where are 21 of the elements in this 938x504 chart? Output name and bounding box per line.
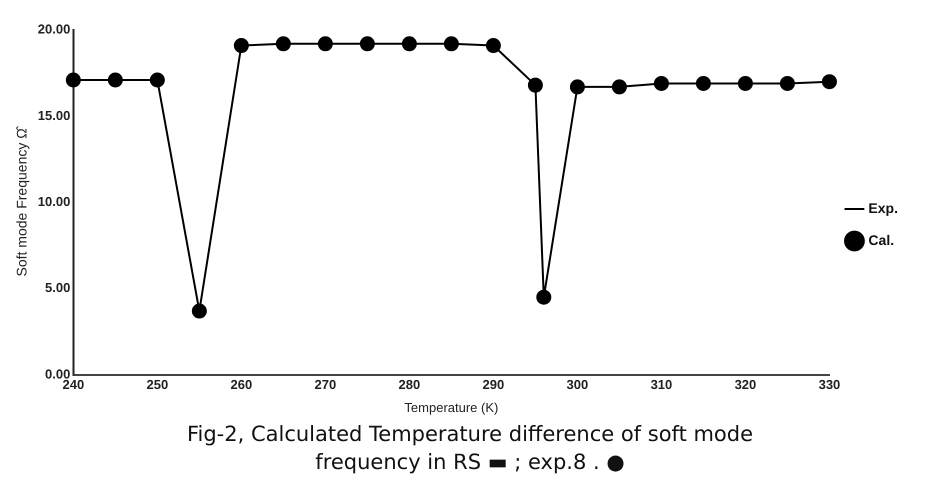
x-tick-label: 300 — [566, 377, 588, 392]
y-tick-label: 10.00 — [38, 194, 70, 209]
x-tick-label: 310 — [650, 377, 672, 392]
x-tick-label: 320 — [734, 377, 756, 392]
text: Fig-2, Calculated Temperature difference of soft mode frequency in RS ▬ ; exp.8 . ● — [186, 421, 754, 476]
x-tick-label: 290 — [482, 377, 504, 392]
point — [66, 72, 81, 88]
legend-label: Cal. — [868, 232, 894, 248]
y-tick-label: 15.00 — [38, 108, 70, 123]
y-tick-label: 5.00 — [45, 280, 70, 296]
point — [822, 74, 837, 90]
legend-label: Exp. — [868, 200, 898, 216]
y-tick-label: 20.00 — [38, 22, 70, 37]
y-axis-title: Soft mode Frequency Ω̂ — [13, 125, 30, 276]
x-axis-title: Temperature (K) — [404, 400, 498, 415]
x-tick-label: 250 — [146, 377, 168, 392]
x-tick-label: 270 — [314, 377, 336, 392]
x-tick-label: 280 — [398, 377, 420, 392]
x-tick-label: 330 — [818, 377, 840, 392]
x-tick-label: 260 — [230, 377, 252, 392]
y-tick-label: 0.00 — [45, 366, 70, 382]
